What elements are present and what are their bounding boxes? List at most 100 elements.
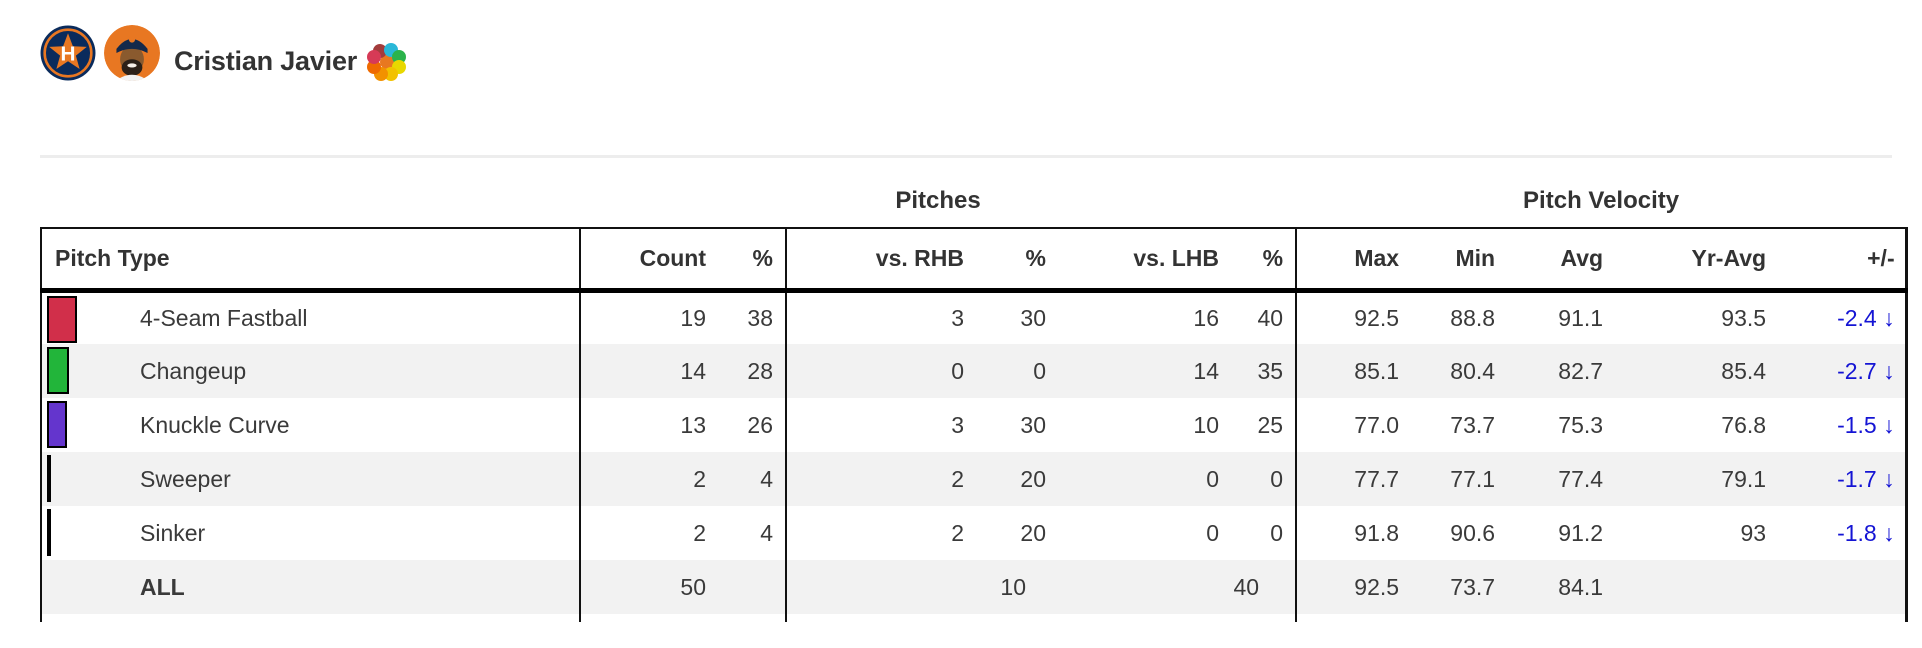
diff-value: -2.7 ↓: [1837, 357, 1895, 384]
cell-diff: -2.7 ↓: [1774, 344, 1908, 398]
cell-avg: 75.3: [1501, 398, 1610, 452]
cell-diff: -1.8 ↓: [1774, 506, 1908, 560]
cell-lhb: 0: [1054, 506, 1231, 560]
diff-value: -1.5 ↓: [1837, 411, 1895, 438]
col-header-count: Count: [580, 227, 714, 293]
cell-max: 91.8: [1296, 506, 1408, 560]
table-bottom-stub-row: [40, 614, 1908, 622]
cell-count-total: 50: [580, 560, 714, 614]
cell-count: 14: [580, 344, 714, 398]
cell-rhb-pct: 30: [974, 290, 1054, 344]
table-row: Changeup 14 28 0 0 14 35 85.1 80.4 82.7 85.4 -2.7 ↓: [40, 344, 1908, 398]
cell-diff: -1.7 ↓: [1774, 452, 1908, 506]
pitch-name: Changeup: [140, 357, 247, 384]
cell-lhb: 14: [1054, 344, 1231, 398]
cell-pct: 38: [714, 290, 787, 344]
cell-max: 92.5: [1296, 290, 1408, 344]
cell-min: 80.4: [1407, 344, 1502, 398]
col-header-pitch-type: Pitch Type: [40, 227, 581, 293]
stub-cell: [40, 614, 581, 622]
cell-count: 2: [580, 506, 714, 560]
cell-lhb: 0: [1054, 452, 1231, 506]
cell-avg: 91.2: [1501, 506, 1610, 560]
section-divider: [40, 155, 1892, 158]
cell-rhb-pct: 20: [974, 452, 1054, 506]
group-header-pitch-velocity: Pitch Velocity: [1296, 176, 1907, 228]
diff-value: -1.7 ↓: [1837, 465, 1895, 492]
pitch-name: Sweeper: [140, 465, 231, 492]
cell-lhb: 10: [1054, 398, 1231, 452]
cell-rhb-total: 10: [786, 560, 1054, 614]
cell-lhb-total: 40: [1054, 560, 1298, 614]
cell-min: 90.6: [1407, 506, 1502, 560]
stub-cell: [786, 614, 1298, 622]
cell-diff: -1.5 ↓: [1774, 398, 1908, 452]
pitch-breakdown-table-wrap: Pitches Pitch Velocity Pitch Type Count …: [40, 176, 1908, 622]
cell-rhb: 3: [786, 290, 974, 344]
cell-lhb-pct: 0: [1231, 506, 1298, 560]
cell-lhb-pct: 35: [1231, 344, 1298, 398]
pitch-color-swatch: [47, 455, 51, 502]
totals-row: ALL 50 10 40 92.5 73.7 84.1: [40, 560, 1908, 614]
svg-text:H: H: [61, 42, 76, 65]
cell-yr-avg: 79.1: [1609, 452, 1775, 506]
cell-min: 88.8: [1407, 290, 1502, 344]
cell-rhb-pct: 20: [974, 506, 1054, 560]
col-header-rhb-pct: %: [974, 227, 1054, 293]
cell-yr-avg-total: [1609, 560, 1775, 614]
pitch-color-swatch: [47, 401, 67, 448]
cell-rhb-pct: 30: [974, 398, 1054, 452]
cell-pct: 4: [714, 452, 787, 506]
cell-max: 77.0: [1296, 398, 1408, 452]
pitch-color-swatch: [47, 295, 77, 343]
group-header-pitches: Pitches: [580, 176, 1297, 228]
col-header-min: Min: [1407, 227, 1502, 293]
cell-rhb: 0: [786, 344, 974, 398]
pitch-breakdown-table: Pitches Pitch Velocity Pitch Type Count …: [40, 176, 1908, 622]
col-header-vs-rhb: vs. RHB: [786, 227, 974, 293]
col-header-avg: Avg: [1501, 227, 1610, 293]
cell-pitch-type: 4-Seam Fastball: [40, 290, 581, 344]
col-header-vs-lhb: vs. LHB: [1054, 227, 1231, 293]
col-header-plus-minus: +/-: [1774, 227, 1908, 293]
cell-diff-total: [1774, 560, 1908, 614]
diff-value: -2.4 ↓: [1837, 304, 1895, 331]
cell-rhb-pct: 0: [974, 344, 1054, 398]
cell-yr-avg: 93.5: [1609, 290, 1775, 344]
column-header-row: Pitch Type Count % vs. RHB % vs. LHB % M…: [40, 227, 1908, 293]
table-row: Knuckle Curve 13 26 3 30 10 25 77.0 73.7 75.3 76.8…: [40, 398, 1908, 452]
cell-pitch-type: Changeup: [40, 344, 581, 398]
table-row: 4-Seam Fastball 19 38 3 30 16 40 92.5 88.8 91.1 93…: [40, 290, 1908, 344]
pitch-name: Knuckle Curve: [140, 411, 290, 438]
cell-lhb-pct: 40: [1231, 290, 1298, 344]
cell-diff: -2.4 ↓: [1774, 290, 1908, 344]
group-header-spacer: [41, 176, 580, 228]
cell-max: 85.1: [1296, 344, 1408, 398]
diff-value: -1.8 ↓: [1837, 519, 1895, 546]
cell-pct: 28: [714, 344, 787, 398]
cell-avg-total: 84.1: [1501, 560, 1610, 614]
col-header-pct: %: [714, 227, 787, 293]
pitch-mix-flower-icon: [367, 42, 407, 82]
cell-avg: 82.7: [1501, 344, 1610, 398]
group-header-row: Pitches Pitch Velocity: [41, 176, 1907, 228]
stub-cell: [580, 614, 787, 622]
cell-lhb-pct: 0: [1231, 452, 1298, 506]
totals-label: ALL: [140, 573, 185, 600]
cell-min: 73.7: [1407, 398, 1502, 452]
col-header-lhb-pct: %: [1231, 227, 1298, 293]
cell-yr-avg: 85.4: [1609, 344, 1775, 398]
cell-pct: 4: [714, 506, 787, 560]
cell-pitch-type: ALL: [40, 560, 581, 614]
cell-rhb: 3: [786, 398, 974, 452]
cell-rhb: 2: [786, 452, 974, 506]
cell-pct: 26: [714, 398, 787, 452]
cell-yr-avg: 76.8: [1609, 398, 1775, 452]
cell-lhb-pct: 25: [1231, 398, 1298, 452]
cell-lhb: 16: [1054, 290, 1231, 344]
cell-rhb: 2: [786, 506, 974, 560]
cell-pct-total-empty: [714, 560, 787, 614]
col-header-yr-avg: Yr-Avg: [1609, 227, 1775, 293]
pitch-color-swatch: [47, 347, 69, 394]
stub-cell: [1296, 614, 1908, 622]
